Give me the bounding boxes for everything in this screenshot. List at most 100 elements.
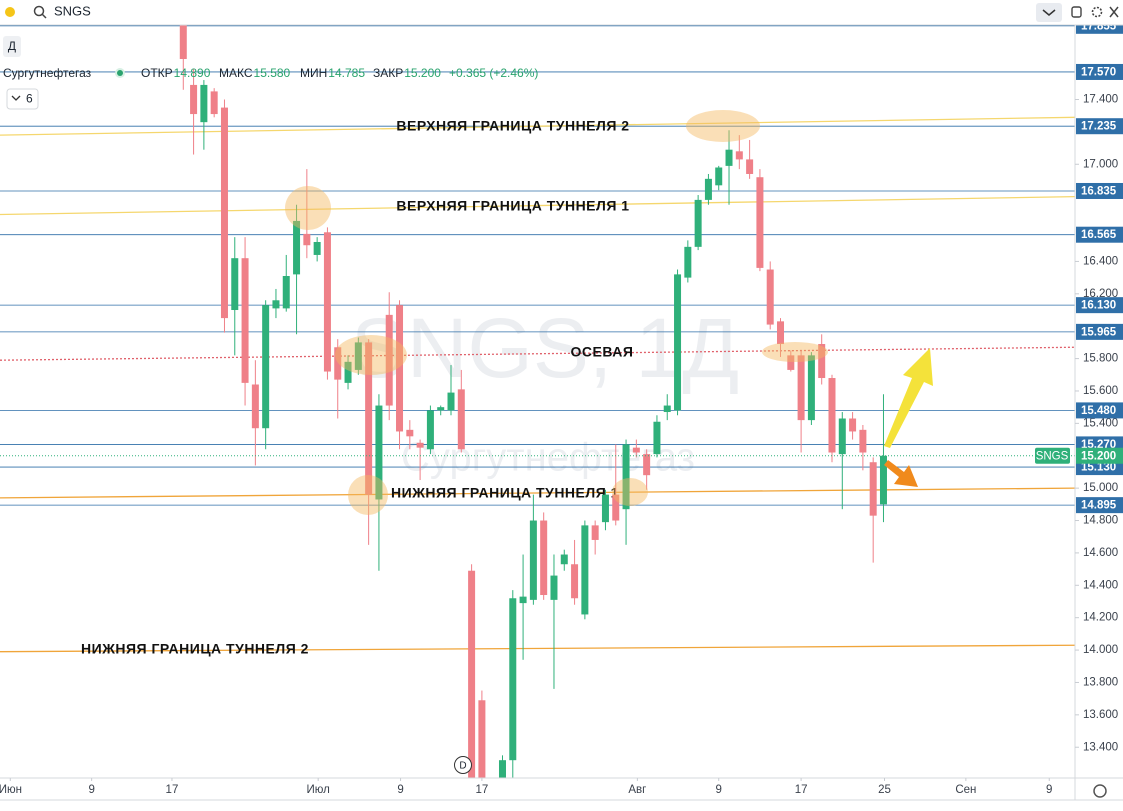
y-tick-label: 16.200 bbox=[1083, 288, 1118, 300]
level-label-box bbox=[1076, 63, 1123, 80]
y-tick-label: 15.600 bbox=[1083, 385, 1118, 397]
y-tick-label: 17.000 bbox=[1083, 158, 1118, 170]
axes: 17.400 17.000 16.400 16.200 15.800 15.600 15.4… bbox=[0, 17, 1123, 796]
candle-body bbox=[231, 258, 239, 311]
level-label: 15.480 bbox=[1081, 405, 1116, 417]
settings-button[interactable] bbox=[1091, 6, 1103, 18]
candle-body bbox=[591, 525, 599, 540]
x-tick-label: Июл bbox=[306, 784, 329, 796]
ohlc-value: 15.580 bbox=[254, 66, 291, 80]
candle-body bbox=[849, 418, 857, 432]
candle-body bbox=[601, 494, 609, 523]
settings-icon[interactable] bbox=[1093, 784, 1107, 798]
y-tick-label: 13.600 bbox=[1083, 709, 1118, 721]
candle-body bbox=[406, 429, 414, 437]
ohlc-label: ОТКР bbox=[141, 66, 173, 80]
candle-body bbox=[879, 455, 887, 505]
candle-body bbox=[540, 520, 548, 596]
candle-body bbox=[519, 596, 527, 604]
candle-body bbox=[416, 442, 424, 448]
search-icon bbox=[41, 13, 47, 19]
chevron bbox=[11, 95, 21, 101]
indicators-button[interactable] bbox=[6, 88, 39, 110]
y-tick-label: 16.400 bbox=[1083, 255, 1118, 267]
level-label: 16.565 bbox=[1081, 229, 1117, 241]
watermark-company: Сургутнефтегаз bbox=[401, 436, 695, 480]
trend-label: ВЕРХНЯЯ ГРАНИЦА ТУННЕЛЯ 1 bbox=[396, 198, 629, 214]
trend-label: НИЖНЯЯ ГРАНИЦА ТУННЕЛЯ 2 bbox=[81, 641, 309, 657]
last-price-label-box bbox=[1076, 447, 1123, 464]
search-icon[interactable] bbox=[33, 5, 45, 17]
candle-body bbox=[777, 321, 785, 345]
candle-body bbox=[725, 149, 733, 166]
candle-body bbox=[323, 232, 331, 372]
candle-body bbox=[787, 355, 795, 370]
candle-body bbox=[735, 151, 743, 160]
ohlc-label: МАКС bbox=[219, 66, 253, 80]
candle-body bbox=[529, 520, 537, 600]
candle-body bbox=[622, 444, 630, 510]
candle-body bbox=[509, 598, 517, 761]
x-tick-label: 25 bbox=[878, 784, 891, 796]
x-tick-label: Сен bbox=[955, 784, 976, 796]
ohlc-label: ЗАКР bbox=[373, 66, 403, 80]
highlight bbox=[686, 110, 760, 142]
candle-body bbox=[251, 384, 259, 429]
candle-body bbox=[241, 258, 249, 383]
candle-body bbox=[766, 269, 774, 325]
window-button[interactable] bbox=[1071, 6, 1082, 18]
candle-body bbox=[797, 355, 805, 421]
level-label: 15.965 bbox=[1081, 326, 1117, 338]
y-tick-label: 17.400 bbox=[1083, 94, 1118, 106]
highlight bbox=[612, 478, 648, 506]
trend-label: ВЕРХНЯЯ ГРАНИЦА ТУННЕЛЯ 2 bbox=[396, 118, 629, 134]
candle-body bbox=[550, 575, 558, 600]
y-tick-label: 14.600 bbox=[1083, 547, 1118, 559]
dropdown-button[interactable] bbox=[1036, 3, 1062, 22]
candle-body bbox=[838, 418, 846, 455]
candle-body bbox=[498, 760, 506, 778]
close-button[interactable] bbox=[1109, 6, 1119, 18]
y-tick-label: 15.000 bbox=[1083, 482, 1118, 494]
symbol-search[interactable]: SNGS bbox=[54, 3, 91, 18]
company-name: Сургутнефтегаз bbox=[3, 66, 92, 80]
highlights bbox=[285, 110, 828, 515]
event-marker-label: D bbox=[459, 761, 466, 772]
candle-body bbox=[293, 220, 301, 275]
market-status bbox=[117, 70, 123, 76]
highlight bbox=[285, 186, 331, 230]
x-tick-label: 17 bbox=[475, 784, 488, 796]
candle-body bbox=[560, 554, 568, 565]
x-tick-label: 9 bbox=[397, 784, 403, 796]
level-label: 14.895 bbox=[1081, 500, 1117, 512]
last-price-tag: SNGS bbox=[1036, 450, 1069, 462]
level-label-box bbox=[1076, 323, 1123, 340]
interval-label: Д bbox=[8, 39, 16, 53]
chevron bbox=[1042, 9, 1056, 16]
top-bar bbox=[0, 0, 1123, 25]
level-label-box bbox=[1076, 497, 1123, 514]
candle-body bbox=[396, 305, 404, 432]
candle-body bbox=[612, 494, 620, 521]
x-tick-label: 9 bbox=[716, 784, 722, 796]
candle-body bbox=[190, 84, 198, 115]
level-label-box bbox=[1076, 297, 1123, 314]
candle-body bbox=[262, 305, 270, 429]
candle-body bbox=[385, 314, 393, 406]
interval-button[interactable] bbox=[3, 36, 21, 57]
ohlc-legend: ОТКР 14.890 МАКС 15.580 МИН 14.785 ЗАКР 15.200 bbox=[141, 66, 441, 80]
level-label-box bbox=[1076, 226, 1123, 243]
candle-body bbox=[715, 167, 723, 186]
arrow-up bbox=[884, 348, 933, 448]
trend-line bbox=[0, 116, 1076, 136]
candle-body bbox=[354, 342, 362, 370]
plot-area: ВЕРХНЯЯ ГРАНИЦА ТУННЕЛЯ 2 ВЕРХНЯЯ ГРАНИЦА… bbox=[0, 25, 1076, 778]
highlight bbox=[348, 475, 388, 515]
event-marker[interactable] bbox=[454, 756, 472, 774]
candle-body bbox=[581, 525, 589, 615]
candle-body bbox=[437, 407, 445, 411]
x-tick-label: Июн bbox=[0, 784, 22, 796]
